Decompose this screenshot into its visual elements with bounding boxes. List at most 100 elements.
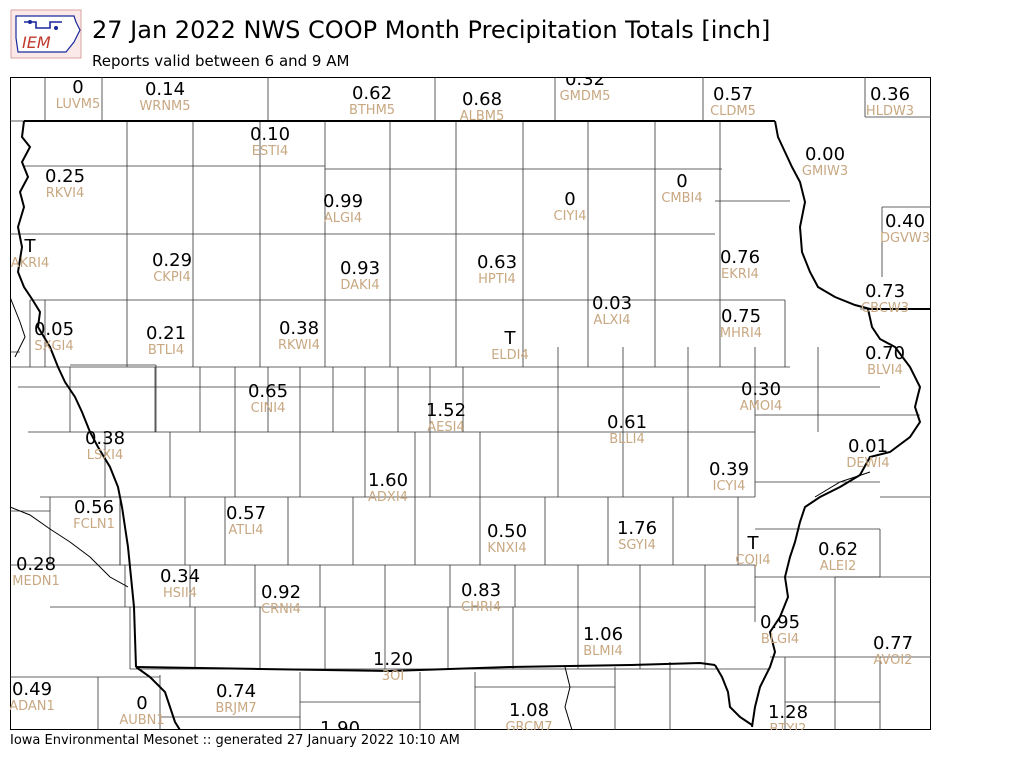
station-value: 0.40	[885, 211, 925, 232]
station-id: CMBI4	[661, 191, 702, 206]
station-id: SXGI4	[34, 339, 73, 354]
station-value: 0.49	[12, 679, 52, 700]
station-value: 1.76	[617, 518, 657, 539]
station-id: 3OI	[382, 669, 404, 684]
station-id: AKRI4	[11, 256, 50, 271]
station-value: 1.06	[583, 624, 623, 645]
station-value: 0.01	[848, 436, 888, 457]
station-id: CIYI4	[554, 209, 587, 224]
station-id: CRNI4	[261, 602, 301, 617]
station-value: T	[24, 236, 37, 257]
station-value: 0.62	[818, 539, 858, 560]
station-value: 0.92	[261, 582, 301, 603]
station-value: 0	[72, 77, 83, 98]
logo-text: IEM	[22, 33, 51, 52]
station-value: 0.93	[340, 258, 380, 279]
station-value: 0.36	[870, 84, 910, 105]
station-value: 1.20	[373, 649, 413, 670]
station-value: 0.00	[805, 144, 845, 165]
precip-map: 0LUVM50.14WRNM50.62BTHM50.68ALBM50.32GMD…	[10, 77, 931, 730]
station-id: BLGI4	[761, 632, 799, 647]
station-value: 0.03	[592, 293, 632, 314]
station-id: SGYI4	[618, 538, 656, 553]
station-value: 0.34	[160, 566, 200, 587]
station-id: AESI4	[427, 420, 464, 435]
station-id: AUBN1	[119, 713, 164, 728]
station-id: BTHM5	[349, 103, 395, 118]
station-value: 0.56	[74, 497, 114, 518]
station-value: 1.90	[320, 718, 360, 730]
station-value: 0.21	[146, 323, 186, 344]
station-id: ALEI2	[820, 559, 856, 574]
station-value: 0.28	[16, 554, 56, 575]
station-id: WRNM5	[139, 99, 190, 114]
station-id: HPTI4	[478, 272, 516, 287]
station-value: 0.83	[461, 580, 501, 601]
station-value: 0.77	[873, 633, 913, 654]
station-id: CHRI4	[461, 600, 501, 615]
station-id: RKVI4	[46, 186, 85, 201]
station-id: ALBM5	[460, 109, 505, 124]
station-value: 0.57	[226, 503, 266, 524]
station-value: 1.08	[509, 700, 549, 721]
station-id: GRCM7	[505, 720, 552, 730]
station-value: 0.75	[721, 306, 761, 327]
station-value: 0.50	[487, 521, 527, 542]
station-id: ESTI4	[252, 144, 289, 159]
station-value: 0.63	[477, 252, 517, 273]
station-value: 0.73	[865, 281, 905, 302]
station-value: 1.60	[368, 470, 408, 491]
station-value: 0.39	[709, 459, 749, 480]
station-value: 0.10	[250, 124, 290, 145]
station-id: EKRI4	[721, 267, 759, 282]
station-value: 0	[136, 693, 147, 714]
station-id: ICYI4	[713, 479, 746, 494]
station-id: CKPI4	[153, 270, 191, 285]
station-value: 0.76	[720, 247, 760, 268]
iem-logo: IEM	[10, 9, 82, 59]
station-value: 0.61	[607, 412, 647, 433]
station-id: DGVW3	[880, 231, 930, 246]
station-id: CBCW3	[861, 301, 909, 316]
station-id: ALGI4	[324, 211, 362, 226]
station-unnamed: 1.90	[320, 718, 360, 730]
station-id: CINI4	[251, 401, 286, 416]
station-value: T	[747, 533, 760, 554]
station-value: 0.68	[462, 89, 502, 110]
station-id: MHRI4	[720, 326, 762, 341]
station-id: ADAN1	[10, 699, 55, 714]
station-value: 0.99	[323, 191, 363, 212]
